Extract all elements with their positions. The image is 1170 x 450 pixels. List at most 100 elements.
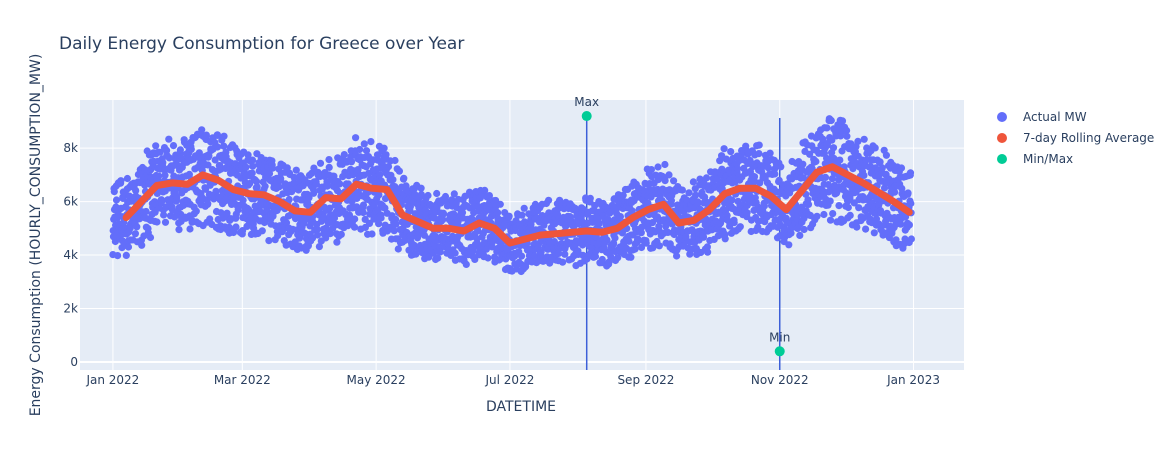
- actual-mw-point: [595, 219, 603, 228]
- actual-mw-point: [161, 171, 169, 179]
- actual-mw-point: [424, 191, 432, 200]
- actual-mw-point: [192, 207, 200, 215]
- actual-mw-point: [275, 183, 283, 191]
- actual-mw-point: [323, 182, 331, 190]
- actual-mw-point: [625, 237, 633, 245]
- actual-mw-point: [434, 254, 442, 262]
- actual-mw-point: [591, 252, 600, 261]
- actual-mw-point: [285, 195, 293, 204]
- actual-mw-point: [820, 210, 828, 219]
- actual-mw-point: [310, 189, 318, 197]
- actual-mw-point: [117, 177, 125, 185]
- actual-mw-point: [380, 144, 388, 152]
- min-max-point: [581, 111, 592, 122]
- actual-mw-point: [122, 251, 130, 259]
- actual-mw-point: [305, 194, 313, 202]
- chart-title: Daily Energy Consumption for Greece over…: [59, 34, 465, 54]
- actual-mw-point: [156, 148, 164, 156]
- actual-mw-point: [842, 189, 850, 197]
- actual-mw-point: [835, 202, 843, 210]
- actual-mw-point: [891, 188, 899, 196]
- actual-mw-point: [882, 151, 891, 159]
- actual-mw-point: [518, 211, 526, 219]
- actual-mw-point: [733, 165, 742, 173]
- actual-mw-point: [173, 193, 181, 201]
- actual-mw-point: [746, 191, 754, 200]
- actual-mw-point: [728, 196, 736, 204]
- actual-mw-point: [854, 137, 862, 145]
- actual-mw-point: [360, 140, 368, 148]
- actual-mw-point: [359, 201, 368, 209]
- actual-mw-point: [785, 241, 793, 249]
- legend-item-min-max[interactable]: Min/Max: [990, 148, 1154, 169]
- actual-mw-point: [165, 154, 173, 162]
- actual-mw-point: [401, 236, 409, 244]
- actual-mw-point: [828, 175, 837, 183]
- actual-mw-point: [703, 243, 712, 251]
- x-tick-label: Jan 2022: [85, 373, 139, 387]
- y-tick-label: 4k: [63, 248, 78, 262]
- actual-mw-point: [586, 194, 594, 202]
- actual-mw-point: [160, 211, 168, 219]
- axis-ticks: 0 2k 4k 6k 8k Jan 2022 Mar 2022 May 2022 Jul 202…: [63, 141, 940, 387]
- actual-mw-point: [362, 147, 371, 155]
- legend-item-actual-mw[interactable]: Actual MW: [990, 106, 1154, 127]
- actual-mw-point: [356, 145, 364, 154]
- actual-mw-point: [333, 238, 341, 246]
- actual-mw-point: [721, 235, 729, 243]
- actual-mw-point: [175, 226, 183, 234]
- actual-mw-point: [152, 142, 160, 150]
- actual-mw-point: [202, 131, 210, 139]
- actual-mw-point: [351, 215, 359, 223]
- actual-mw-point: [702, 174, 711, 182]
- actual-mw-point: [312, 180, 320, 188]
- actual-mw-point: [846, 211, 854, 219]
- actual-mw-point: [159, 159, 167, 167]
- actual-mw-point: [611, 234, 619, 242]
- actual-mw-point: [670, 177, 678, 185]
- actual-mw-point: [843, 126, 851, 135]
- actual-mw-point: [906, 169, 915, 177]
- actual-mw-point: [212, 187, 220, 195]
- legend-item-rolling-average[interactable]: 7-day Rolling Average: [990, 127, 1154, 148]
- actual-mw-point: [892, 236, 900, 244]
- actual-mw-point: [755, 141, 763, 149]
- actual-mw-point: [631, 245, 639, 253]
- actual-mw-point: [637, 243, 646, 252]
- actual-mw-point: [616, 213, 625, 221]
- actual-mw-point: [433, 189, 441, 198]
- actual-mw-point: [155, 172, 163, 180]
- actual-mw-point: [876, 158, 884, 166]
- actual-mw-point: [771, 170, 779, 178]
- actual-mw-point: [678, 186, 687, 194]
- actual-mw-point: [359, 208, 367, 217]
- actual-mw-point: [198, 126, 206, 134]
- actual-mw-point: [146, 233, 155, 242]
- actual-mw-point: [661, 177, 669, 185]
- actual-mw-point: [634, 235, 642, 243]
- actual-mw-point: [244, 151, 252, 159]
- actual-mw-point: [628, 207, 636, 215]
- series-rolling-average: [122, 163, 913, 247]
- actual-mw-point: [138, 241, 146, 249]
- actual-mw-point: [110, 188, 118, 196]
- actual-mw-point: [561, 250, 569, 258]
- actual-mw-point: [391, 156, 399, 165]
- actual-mw-point: [232, 223, 240, 231]
- actual-mw-point: [142, 207, 150, 216]
- actual-mw-point: [439, 216, 447, 224]
- actual-mw-point: [746, 156, 754, 165]
- actual-mw-point: [205, 152, 213, 160]
- actual-mw-point: [187, 145, 195, 153]
- actual-mw-point: [347, 158, 356, 166]
- actual-mw-point: [694, 198, 702, 206]
- actual-mw-point: [474, 227, 482, 235]
- actual-mw-point: [368, 230, 376, 238]
- actual-mw-point: [278, 228, 286, 236]
- x-tick-label: Jul 2022: [485, 373, 535, 387]
- x-tick-label: Jan 2023: [886, 373, 940, 387]
- actual-mw-point: [743, 209, 751, 217]
- actual-mw-point: [475, 207, 483, 215]
- actual-mw-point: [603, 236, 611, 244]
